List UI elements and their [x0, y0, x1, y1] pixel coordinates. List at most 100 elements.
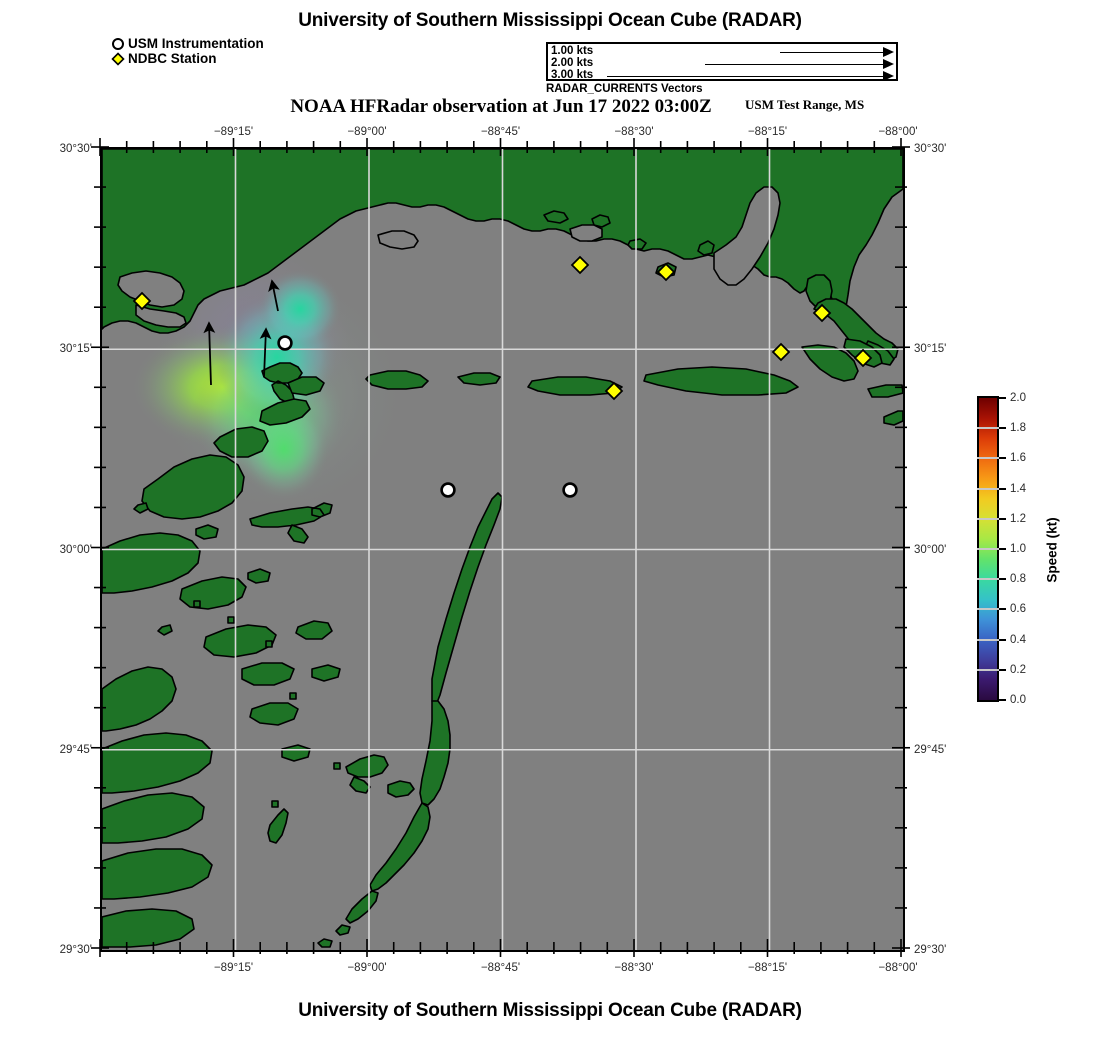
ndbc-station-barrier-island: [604, 381, 624, 401]
chandeleur-fragment-2: [317, 938, 333, 948]
colorbar-tickmark: [999, 397, 1006, 399]
colorbar-tickmark: [999, 638, 1006, 641]
legend-item-usm: USM Instrumentation: [110, 36, 264, 51]
colorbar-ticklabel: 1.2: [1010, 512, 1026, 525]
chandeleur-fragment-1: [335, 924, 351, 936]
lat-tick-right-4: 29°30': [914, 944, 947, 956]
vector-scale-label-1: 1.00 kts: [551, 45, 594, 57]
lat-tick-right-3: 29°45': [914, 744, 947, 756]
colorbar-tickmark: [999, 457, 1006, 460]
page-title: University of Southern Mississippi Ocean…: [298, 10, 802, 31]
delta-marsh-lobe-3: [102, 848, 213, 900]
delta-dot-1: [193, 600, 201, 608]
circle-marker-icon: [110, 36, 126, 51]
island-bay-1: [543, 210, 569, 224]
lat-tick-right-1: 30°15': [914, 343, 947, 355]
delta-dot-6: [133, 502, 149, 514]
vector-legend-caption: RADAR_CURRENTS Vectors: [546, 83, 703, 95]
lat-tick-left-3: 29°45': [59, 744, 92, 756]
colorbar-axis-title: Speed (kt): [1044, 517, 1060, 583]
colorbar-tickmark: [999, 427, 1006, 430]
colorbar-tickmark: [999, 668, 1006, 671]
colorbar-inner-tick: [977, 668, 999, 671]
chandeleur-arc-mid: [419, 700, 451, 806]
lon-tick-bottom-0: −89°15': [213, 962, 254, 974]
lon-tick-bottom-1: −89°00': [347, 962, 387, 974]
test-range-label: USM Test Range, MS: [745, 97, 865, 112]
lon-tick-bottom-3: −88°30': [614, 962, 654, 974]
delta-island-e: [195, 524, 219, 540]
barrier-island-mid: [457, 372, 501, 386]
lon-tick-bottom-5: −88°00': [878, 962, 918, 974]
delta-marsh-arm-ne2: [287, 376, 325, 396]
chandeleur-arc-north: [431, 492, 503, 706]
ndbc-station-far-east: [853, 348, 873, 368]
diamond-marker-icon: [110, 51, 126, 66]
map-gridlines: [102, 149, 903, 950]
land-polygons: [102, 149, 903, 948]
colorbar-inner-tick: [977, 548, 999, 550]
island-bay-2: [591, 214, 611, 228]
colorbar-inner-tick: [977, 578, 999, 581]
colorbar-inner-tick: [977, 427, 999, 430]
barrier-island-ship: [365, 370, 429, 390]
ndbc-stations: [132, 255, 873, 401]
ndbc-station-north-central: [570, 255, 590, 275]
lon-tick-top-2: −88°45': [480, 126, 521, 138]
delta-dot-2: [227, 616, 235, 624]
current-vector-center: [259, 327, 272, 378]
usm-stations: [277, 335, 578, 498]
delta-dot-3: [289, 692, 297, 700]
colorbar-tickmark: [999, 487, 1006, 490]
current-vector-west: [203, 321, 216, 386]
map-plot-area[interactable]: [100, 147, 905, 952]
island-near-radar: [249, 502, 333, 544]
delta-marsh-arm-ne: [259, 398, 311, 426]
footer-title: University of Southern Mississippi Ocean…: [298, 1000, 802, 1021]
legend-label-usm: USM Instrumentation: [128, 36, 264, 51]
bay-inlet-biloxi: [377, 230, 419, 250]
island-bay-4: [697, 240, 715, 256]
lat-tick-right-2: 30°00': [914, 543, 947, 556]
barrier-island-far-east-1: [867, 384, 903, 398]
delta-dot-4: [265, 640, 273, 648]
ndbc-station-sound: [771, 342, 791, 362]
barrier-island-dauphin: [801, 344, 859, 382]
lon-tick-top-4: −88°15': [747, 126, 788, 138]
delta-island-d: [247, 568, 271, 584]
colorbar-ticklabel: 0.2: [1010, 663, 1026, 676]
current-vector-north: [268, 279, 280, 312]
colorbar-ticklabel: 1.6: [1010, 452, 1026, 465]
colorbar-tickmark: [999, 699, 1006, 701]
colorbar-ticklabel: 1.4: [1010, 482, 1026, 495]
colorbar[interactable]: 0.0 0.2 0.4 0.6 0.8 1.0 1.2 1.4 1.6 1.8 2.0: [977, 392, 1026, 706]
delta-marsh-mid: [102, 532, 201, 594]
ndbc-station-east-bay: [812, 303, 832, 323]
colorbar-inner-tick: [977, 608, 999, 611]
chandeleur-dot-1: [333, 762, 341, 770]
colorbar-tickmark: [999, 578, 1006, 581]
chandeleur-inner-island-1: [345, 754, 389, 794]
usm-station-offshore-east: [562, 482, 578, 498]
colorbar-ticklabel: 0.0: [1010, 694, 1026, 706]
colorbar-ticklabel: 2.0: [1010, 392, 1026, 404]
colorbar-ticklabel: 0.8: [1010, 573, 1026, 586]
delta-island-a: [295, 620, 333, 640]
legend-item-ndbc: NDBC Station: [110, 51, 264, 66]
colorbar-inner-tick: [977, 487, 999, 490]
chandeleur-arc-south: [369, 802, 431, 892]
delta-dot-5: [157, 624, 173, 636]
lon-tick-top-1: −89°00': [347, 126, 387, 138]
chandeleur-arc-tail: [345, 890, 379, 924]
colorbar-tickmark: [999, 548, 1006, 550]
colorbar-inner-tick: [977, 638, 999, 641]
colorbar-ticklabel: 0.4: [1010, 633, 1026, 646]
delta-marsh-lobe-4: [102, 908, 195, 948]
vector-scale-label-2: 2.00 kts: [551, 57, 594, 69]
chart-subtitle: NOAA HFRadar observation at Jun 17 2022 …: [290, 96, 712, 117]
chandeleur-inner-island-3: [267, 808, 289, 844]
lat-tick-left-0: 30°30': [59, 143, 92, 155]
colorbar-tickmark: [999, 517, 1006, 520]
delta-marsh-passes3: [249, 702, 299, 726]
colorbar-tickmark: [999, 608, 1006, 611]
